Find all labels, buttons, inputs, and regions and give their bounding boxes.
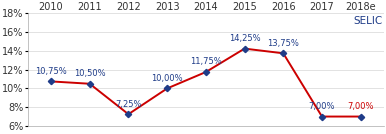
Text: 7,00%: 7,00%: [347, 102, 374, 111]
Text: 10,75%: 10,75%: [35, 67, 67, 76]
Text: SELIC: SELIC: [353, 16, 382, 26]
Text: 14,25%: 14,25%: [229, 34, 261, 43]
Text: 7,25%: 7,25%: [115, 100, 142, 109]
Text: 7,00%: 7,00%: [309, 102, 335, 111]
Text: 11,75%: 11,75%: [190, 57, 222, 66]
Text: 13,75%: 13,75%: [267, 39, 299, 48]
Text: 10,50%: 10,50%: [74, 69, 105, 78]
Text: 10,00%: 10,00%: [151, 74, 183, 83]
